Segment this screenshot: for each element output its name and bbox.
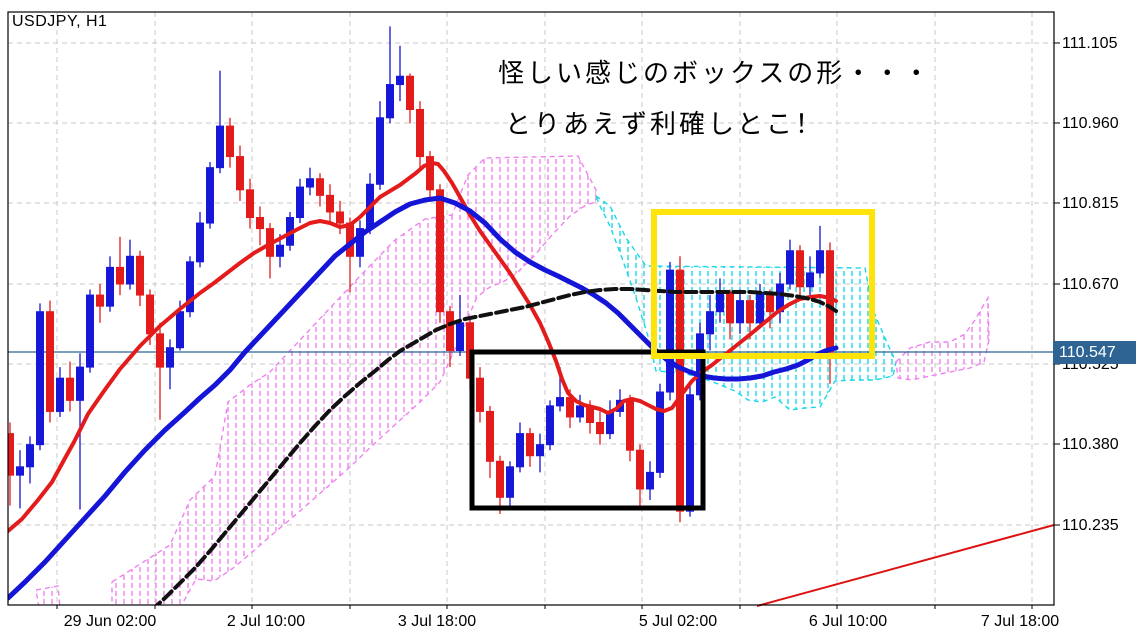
candle-body bbox=[656, 391, 664, 473]
candle-body bbox=[276, 244, 284, 257]
x-axis-label: 3 Jul 18:00 bbox=[398, 613, 476, 630]
yellow-rectangle-object[interactable] bbox=[651, 209, 875, 359]
candle-body bbox=[306, 178, 314, 188]
ma-black bbox=[154, 287, 838, 605]
annotation-text-1[interactable]: 怪しい感じのボックスの形・・・ bbox=[498, 59, 933, 89]
candle-body bbox=[66, 377, 74, 401]
candle-body bbox=[136, 255, 144, 296]
candle-body bbox=[486, 410, 494, 462]
candles bbox=[8, 26, 834, 523]
candle-body bbox=[636, 449, 644, 490]
candle-body bbox=[376, 117, 384, 185]
x-axis-label: 5 Jul 02:00 bbox=[639, 613, 717, 630]
y-axis-label: 110.815 bbox=[1062, 195, 1119, 212]
y-axis-label: 110.670 bbox=[1062, 276, 1119, 293]
candle-body bbox=[8, 433, 14, 476]
current-price-badge: 110.547 bbox=[1053, 341, 1136, 364]
candle-body bbox=[506, 466, 514, 498]
candle-body bbox=[256, 217, 264, 230]
candle-body bbox=[36, 311, 44, 446]
candle-body bbox=[226, 125, 234, 158]
candle-body bbox=[496, 460, 504, 498]
candle-body bbox=[46, 311, 54, 412]
candle-body bbox=[476, 377, 484, 412]
candle-body bbox=[126, 255, 134, 285]
candle-body bbox=[566, 397, 574, 418]
candle-body bbox=[526, 433, 534, 457]
ma-blue bbox=[8, 195, 839, 601]
candle-body bbox=[646, 471, 654, 490]
candle-body bbox=[416, 108, 424, 158]
candle-body bbox=[576, 405, 584, 418]
y-axis-label: 110.380 bbox=[1062, 436, 1119, 453]
candle-body bbox=[436, 189, 444, 313]
candle-body bbox=[736, 300, 744, 324]
candle-body bbox=[536, 444, 544, 457]
candle-body bbox=[236, 156, 244, 191]
candle-body bbox=[316, 178, 324, 196]
candle-body bbox=[166, 347, 174, 368]
candle-body bbox=[456, 322, 464, 351]
candle-body bbox=[396, 75, 404, 86]
candle-body bbox=[386, 84, 394, 119]
candle-body bbox=[756, 291, 764, 324]
candle-body bbox=[706, 311, 714, 335]
candle-body bbox=[96, 294, 104, 307]
x-axis-label: 6 Jul 10:00 bbox=[809, 613, 887, 630]
y-axis-label: 110.960 bbox=[1062, 115, 1119, 132]
candle-body bbox=[186, 261, 194, 313]
candle-body bbox=[156, 333, 164, 368]
candle-body bbox=[196, 222, 204, 263]
kumo-blob-left-cloud bbox=[35, 585, 61, 605]
candle-body bbox=[806, 272, 814, 288]
candle-body bbox=[326, 194, 334, 213]
candle-body bbox=[176, 311, 184, 349]
candle-body bbox=[86, 294, 94, 368]
annotation-text-2[interactable]: とりあえず利確しとこ！ bbox=[505, 110, 825, 140]
x-axis-label: 29 Jun 02:00 bbox=[64, 613, 157, 630]
black-rectangle-object[interactable] bbox=[469, 349, 706, 511]
candle-body bbox=[356, 228, 364, 257]
candle-body bbox=[106, 266, 114, 307]
candle-body bbox=[296, 186, 304, 219]
candle-body bbox=[556, 397, 564, 407]
candle-body bbox=[16, 466, 24, 476]
candle-body bbox=[116, 266, 124, 285]
candle-body bbox=[26, 444, 34, 468]
candle-body bbox=[716, 291, 724, 313]
kumo-right-bullish-cloud bbox=[895, 295, 990, 381]
candle-body bbox=[746, 300, 754, 324]
candle-body bbox=[796, 250, 804, 288]
candle-body bbox=[426, 156, 434, 191]
candle-body bbox=[516, 433, 524, 468]
candle-body bbox=[76, 366, 84, 401]
y-axis-label: 111.105 bbox=[1062, 35, 1118, 52]
candle-body bbox=[546, 405, 554, 446]
candle-body bbox=[666, 269, 674, 393]
candle-body bbox=[786, 250, 794, 285]
x-axis-label: 7 Jul 18:00 bbox=[981, 613, 1059, 630]
candle-body bbox=[216, 125, 224, 169]
symbol-timeframe-label: USDJPY, H1 bbox=[12, 13, 108, 30]
candle-body bbox=[816, 250, 824, 274]
candle-body bbox=[336, 211, 344, 224]
candle-body bbox=[206, 167, 214, 224]
candle-body bbox=[726, 291, 734, 324]
red-trendline-object[interactable] bbox=[756, 524, 1055, 607]
candle-body bbox=[56, 377, 64, 412]
plot-border bbox=[7, 11, 1055, 606]
kumo-left-bullish-cloud bbox=[111, 155, 597, 605]
candle-body bbox=[686, 394, 694, 512]
candle-body bbox=[246, 189, 254, 219]
candle-body bbox=[146, 294, 154, 335]
candle-body bbox=[596, 422, 604, 435]
candle-body bbox=[446, 311, 454, 351]
x-axis-label: 2 Jul 10:00 bbox=[227, 613, 305, 630]
y-axis-label: 110.235 bbox=[1062, 517, 1119, 534]
candle-body bbox=[406, 75, 414, 110]
candle-body bbox=[626, 399, 634, 451]
